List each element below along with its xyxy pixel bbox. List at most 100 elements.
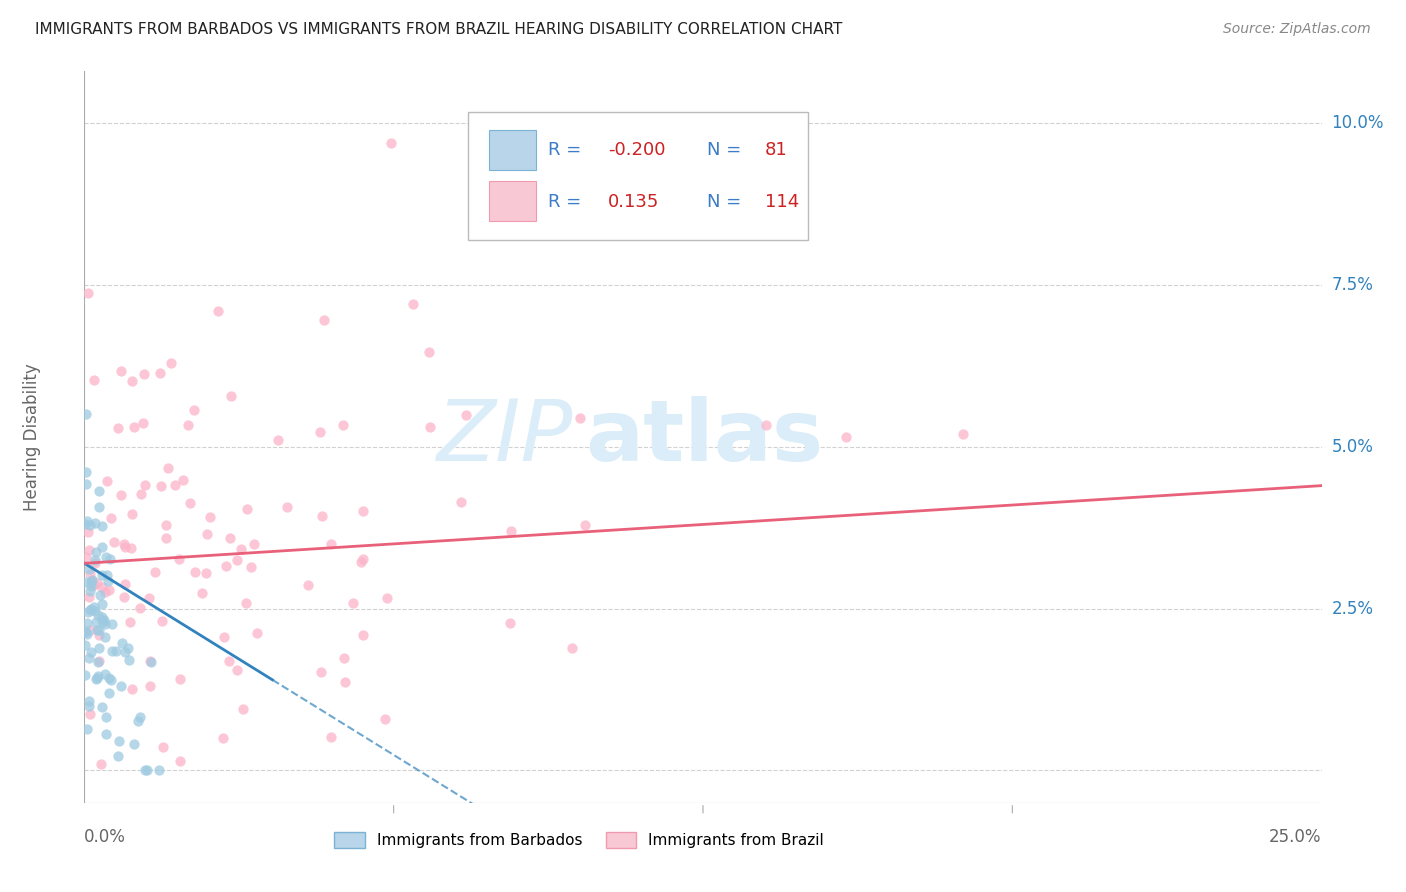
Point — [87, 607, 110, 622]
Point — [499, 524, 522, 538]
Point — [93, 613, 115, 627]
Point — [101, 644, 124, 658]
Point — [499, 616, 522, 631]
Point — [97, 686, 120, 700]
Point — [93, 630, 115, 644]
Point — [335, 674, 357, 689]
Point — [235, 596, 257, 610]
Point — [352, 552, 374, 566]
Point — [86, 623, 108, 637]
Point — [226, 663, 249, 677]
Point — [73, 516, 96, 531]
Point — [141, 655, 163, 669]
Text: IMMIGRANTS FROM BARBADOS VS IMMIGRANTS FROM BRAZIL HEARING DISABILITY CORRELATIO: IMMIGRANTS FROM BARBADOS VS IMMIGRANTS F… — [35, 22, 842, 37]
Point — [75, 465, 97, 479]
Point — [110, 679, 132, 693]
Point — [155, 531, 177, 545]
Text: 5.0%: 5.0% — [1331, 438, 1374, 456]
Point — [952, 427, 974, 442]
Point — [159, 356, 181, 370]
Point — [104, 643, 127, 657]
Point — [132, 367, 155, 381]
Point — [112, 537, 135, 551]
Point — [107, 421, 129, 435]
Point — [110, 364, 132, 378]
Point — [245, 626, 267, 640]
Point — [112, 590, 135, 604]
Point — [84, 516, 107, 530]
Point — [97, 574, 120, 588]
Point — [152, 740, 174, 755]
Point — [94, 667, 117, 681]
Point — [77, 286, 100, 301]
Point — [94, 584, 117, 599]
Point — [148, 764, 170, 778]
Point — [212, 630, 235, 644]
Text: 2.5%: 2.5% — [1331, 599, 1374, 617]
FancyBboxPatch shape — [468, 112, 808, 240]
Point — [111, 635, 134, 649]
Point — [118, 615, 141, 630]
Text: R =: R = — [548, 141, 588, 159]
Point — [108, 734, 131, 748]
Point — [568, 411, 591, 425]
Point — [83, 578, 105, 592]
Point — [98, 552, 121, 566]
Point — [118, 653, 141, 667]
Point — [163, 478, 186, 492]
Point — [156, 461, 179, 475]
Point — [352, 504, 374, 518]
Point — [219, 389, 242, 403]
Point — [94, 616, 117, 631]
Point — [86, 576, 108, 591]
Point — [121, 374, 143, 388]
Point — [240, 559, 263, 574]
Point — [79, 602, 101, 616]
Point — [79, 579, 101, 593]
Point — [169, 672, 191, 686]
Point — [76, 616, 98, 631]
Text: 7.5%: 7.5% — [1331, 276, 1374, 294]
Point — [83, 556, 105, 570]
Point — [332, 651, 354, 665]
Text: N =: N = — [707, 141, 747, 159]
Point — [117, 641, 139, 656]
Point — [311, 665, 333, 680]
Legend: Immigrants from Barbados, Immigrants from Brazil: Immigrants from Barbados, Immigrants fro… — [328, 826, 831, 854]
Point — [169, 754, 191, 768]
Point — [84, 672, 107, 686]
Point — [297, 577, 319, 591]
Point — [276, 500, 298, 514]
Text: 81: 81 — [765, 141, 787, 159]
Point — [574, 518, 596, 533]
Point — [94, 727, 117, 741]
Point — [90, 613, 112, 627]
Point — [86, 655, 108, 669]
Point — [94, 550, 117, 565]
Point — [114, 540, 136, 554]
Point — [91, 541, 114, 555]
Point — [419, 419, 441, 434]
Point — [129, 600, 152, 615]
Point — [80, 574, 103, 589]
Text: 10.0%: 10.0% — [1331, 114, 1384, 132]
Point — [132, 416, 155, 430]
Point — [73, 638, 96, 652]
Point — [79, 566, 101, 581]
Point — [87, 654, 110, 668]
Point — [76, 626, 98, 640]
Point — [80, 645, 103, 659]
Point — [77, 650, 100, 665]
Point — [100, 673, 122, 688]
Text: 114: 114 — [765, 193, 799, 211]
Point — [73, 667, 96, 681]
Point — [150, 479, 173, 493]
Point — [380, 136, 402, 150]
Point — [207, 304, 229, 318]
Point — [97, 671, 120, 685]
Point — [229, 542, 252, 557]
Point — [184, 565, 207, 579]
Point — [90, 756, 112, 771]
Point — [145, 565, 167, 579]
Point — [87, 669, 110, 683]
